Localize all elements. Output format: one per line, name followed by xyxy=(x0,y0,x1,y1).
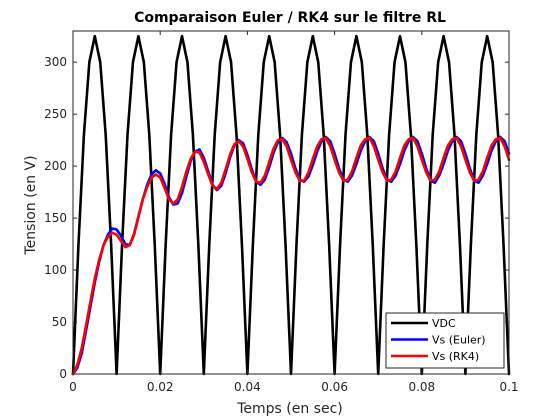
legend-label: Vs (Euler) xyxy=(432,334,486,347)
x-tick-label: 0.04 xyxy=(234,380,261,394)
y-tick-label: 0 xyxy=(59,367,67,381)
ticks-layer: 0 0.02 0.04 0.06 0.08 0.1 0 50 100 150 200 250 300 xyxy=(44,31,519,394)
legend: VDC Vs (Euler) Vs (RK4) xyxy=(385,312,505,369)
axes-box xyxy=(72,30,510,375)
legend-label: Vs (RK4) xyxy=(432,350,479,363)
y-tick-label: 100 xyxy=(44,263,67,277)
x-tick-label: 0.06 xyxy=(321,380,348,394)
series-line-vs-rk4 xyxy=(71,136,511,376)
y-tick-label: 150 xyxy=(44,211,67,225)
y-axis-label: Tension (en V) xyxy=(23,155,39,255)
x-tick-label: 0.02 xyxy=(147,380,174,394)
legend-label: VDC xyxy=(432,317,456,330)
chart-title: Comparaison Euler / RK4 sur le filtre RL xyxy=(134,10,446,26)
x-tick-label: 0 xyxy=(69,380,77,394)
y-tick-label: 50 xyxy=(52,315,67,329)
y-tick-label: 250 xyxy=(44,107,67,121)
x-tick-label: 0.08 xyxy=(408,380,435,394)
x-tick-label: 0.1 xyxy=(499,380,518,394)
x-axis-label: Temps (en sec) xyxy=(236,401,343,417)
y-tick-label: 200 xyxy=(44,159,67,173)
y-tick-label: 300 xyxy=(44,55,67,69)
